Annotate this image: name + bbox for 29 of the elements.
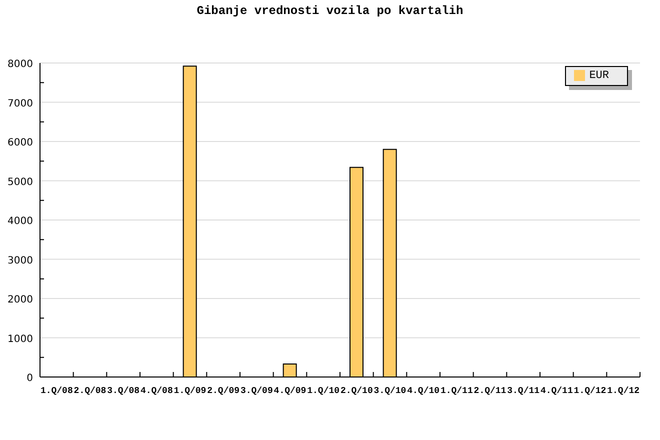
y-tick-label: 0 (26, 373, 33, 384)
y-tick-label: 4000 (8, 216, 33, 227)
x-tick-label: 3.Q/08 (107, 386, 140, 396)
x-tick-label: 1.Q/12 (607, 386, 640, 396)
x-tick-label: 1.Q/10 (307, 386, 340, 396)
x-tick-label: 3.Q/09 (240, 386, 273, 396)
y-tick-label: 2000 (8, 294, 33, 306)
y-tick-label: 3000 (8, 255, 33, 266)
y-tick-label: 5000 (8, 176, 33, 188)
x-tick-label: 2.Q/11 (474, 386, 507, 396)
y-tick-label: 7000 (8, 98, 33, 110)
x-tick-label: 3.Q/11 (507, 386, 540, 396)
x-tick-label: 1.Q/08 (40, 386, 73, 396)
legend-label: EUR (589, 70, 609, 82)
x-tick-label: 1.Q/09 (174, 386, 206, 396)
x-tick-label: 2.Q/10 (340, 386, 373, 396)
chart-title: Gibanje vrednosti vozila po kvartalih (196, 4, 464, 18)
x-tick-label: 4.Q/11 (540, 386, 574, 396)
y-tick-label: 8000 (8, 59, 33, 70)
x-tick-label: 3.Q/10 (374, 386, 406, 396)
y-tick-label: 6000 (8, 138, 33, 148)
x-tick-label: 2.Q/09 (207, 386, 240, 396)
x-tick-label: 1.Q/11 (440, 386, 474, 396)
x-tick-label: 2.Q/08 (74, 386, 106, 396)
y-tick-label: 1000 (8, 334, 33, 345)
x-tick-label: 4.Q/08 (140, 386, 173, 396)
x-tick-label: 4.Q/10 (407, 386, 440, 396)
x-tick-label: 1.Q/12 (574, 386, 606, 396)
x-tick-label: 4.Q/09 (274, 386, 306, 396)
